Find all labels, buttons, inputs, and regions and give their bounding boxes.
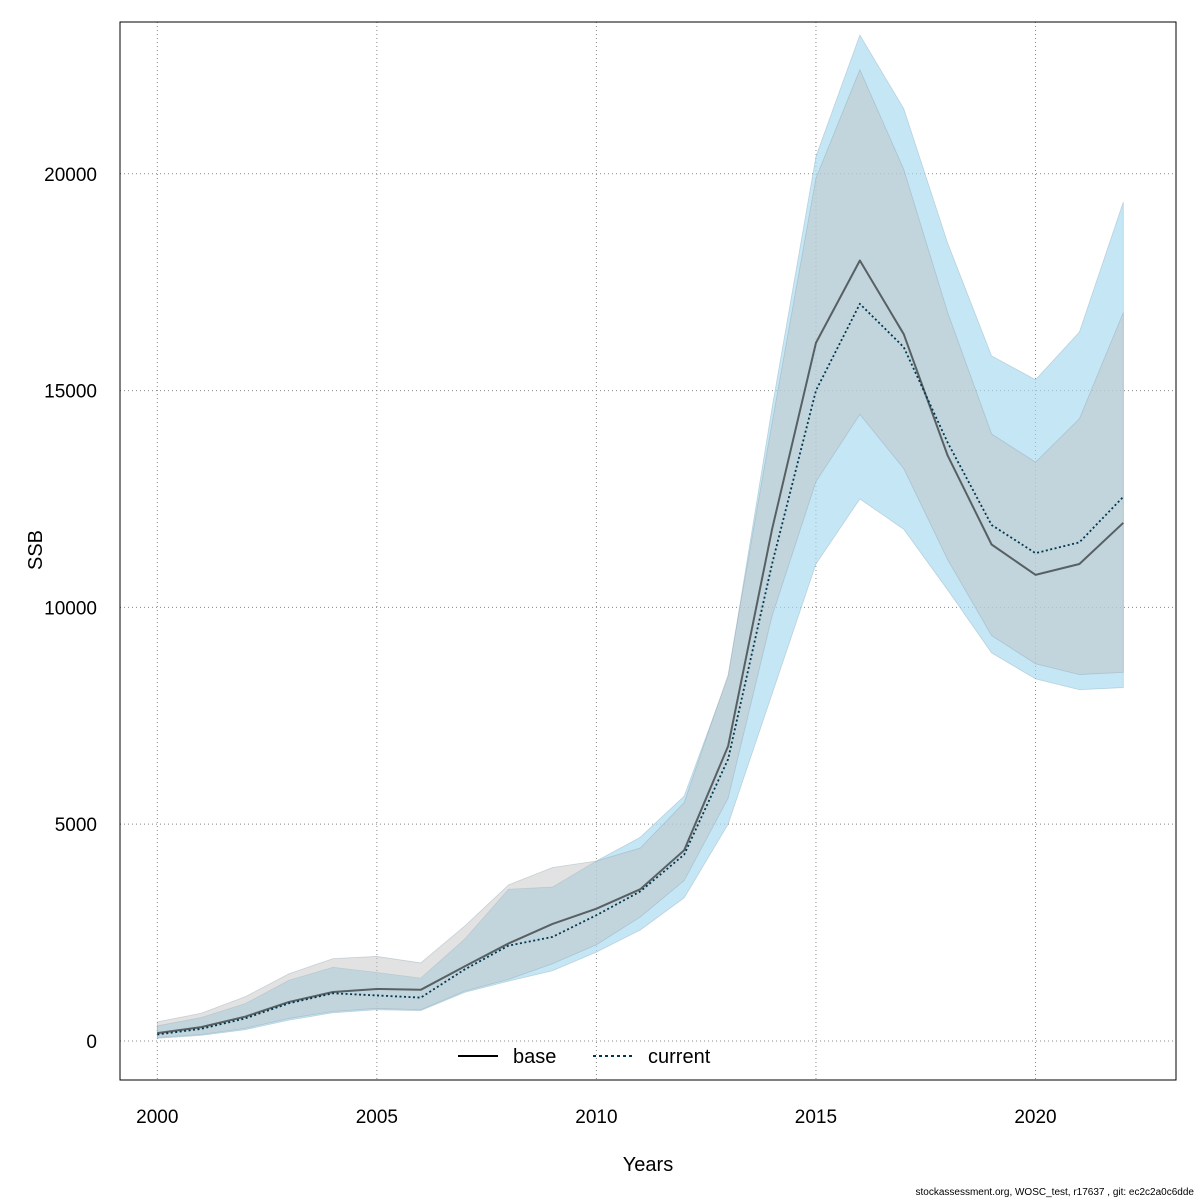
- confidence-band-base: [156, 68, 1124, 1038]
- x-axis-title: Years: [623, 1154, 673, 1176]
- footer-credit: stockassessment.org, WOSC_test, r17637 ,…: [915, 1187, 1194, 1198]
- x-tick-label: 2015: [795, 1107, 837, 1128]
- series-line-base: [157, 259, 1124, 1035]
- legend-label-current: current: [648, 1046, 711, 1068]
- series-lines: [157, 259, 1124, 1036]
- y-tick-label: 10000: [44, 598, 97, 619]
- confidence-band-current: [156, 34, 1124, 1039]
- y-axis: 0 5000 10000 15000 20000: [44, 165, 97, 1053]
- confidence-bands: [156, 34, 1124, 1039]
- y-axis-title: SSB: [25, 530, 47, 570]
- y-tick-label: 5000: [55, 815, 97, 836]
- legend: base current: [458, 1046, 711, 1068]
- x-tick-label: 2010: [575, 1107, 617, 1128]
- y-tick-label: 15000: [44, 382, 97, 403]
- series-line-current: [157, 302, 1124, 1036]
- x-tick-label: 2000: [136, 1107, 178, 1128]
- plot-frame: [119, 21, 1177, 1081]
- y-tick-label: 20000: [44, 165, 97, 186]
- x-tick-label: 2020: [1014, 1107, 1056, 1128]
- y-tick-label: 0: [86, 1032, 97, 1053]
- x-axis: 2000 2005 2010 2015 2020: [136, 1107, 1056, 1128]
- legend-label-base: base: [513, 1046, 556, 1068]
- x-tick-label: 2005: [356, 1107, 398, 1128]
